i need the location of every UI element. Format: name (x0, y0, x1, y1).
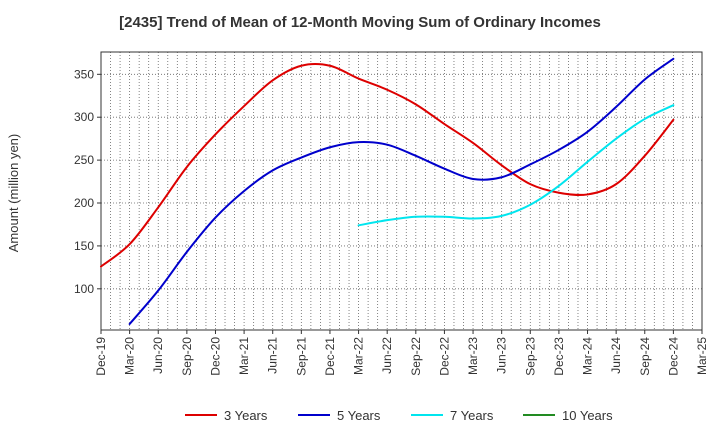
legend-label-3-years: 3 Years (224, 408, 268, 423)
legend-label-5-years: 5 Years (337, 408, 381, 423)
x-tick-label: Mar-25 (695, 337, 709, 375)
x-tick-label: Jun-20 (151, 337, 165, 374)
y-tick-label: 150 (74, 239, 94, 253)
x-tick-label: Dec-21 (323, 337, 337, 376)
x-tick-label: Dec-19 (94, 337, 108, 376)
y-tick-label: 300 (74, 110, 94, 124)
x-tick-label: Dec-24 (666, 337, 680, 376)
legend-label-10-years: 10 Years (562, 408, 613, 423)
series-line-3-years (100, 63, 675, 268)
chart-title: [2435] Trend of Mean of 12-Month Moving … (119, 14, 601, 31)
y-axis-label: Amount (million yen) (6, 134, 21, 253)
x-tick-label: Sep-20 (180, 337, 194, 376)
x-tick-label: Jun-21 (266, 337, 280, 374)
series-line-7-years (357, 104, 675, 227)
y-tick-label: 350 (74, 67, 94, 81)
series-line-5-years (128, 57, 675, 325)
x-tick-label: Sep-23 (523, 337, 537, 376)
x-tick-label: Jun-24 (609, 337, 623, 374)
x-tick-label: Mar-21 (237, 337, 251, 375)
y-tick-label: 100 (74, 282, 94, 296)
y-tick-label: 250 (74, 153, 94, 167)
x-tick-label: Dec-20 (208, 337, 222, 376)
x-tick-label: Dec-22 (437, 337, 451, 376)
plot-frame (100, 51, 703, 331)
x-tick-label: Sep-22 (409, 337, 423, 376)
plot-area (101, 52, 702, 330)
x-tick-label: Jun-22 (380, 337, 394, 374)
x-tick-label: Sep-24 (638, 337, 652, 376)
x-tick-label: Sep-21 (294, 337, 308, 376)
x-tick-label: Mar-20 (123, 337, 137, 375)
x-tick-label: Mar-24 (581, 337, 595, 375)
x-tick-label: Mar-22 (352, 337, 366, 375)
x-tick-label: Mar-23 (466, 337, 480, 375)
y-tick-label: 200 (74, 196, 94, 210)
x-tick-label: Jun-23 (495, 337, 509, 374)
x-tick-label: Dec-23 (552, 337, 566, 376)
legend-label-7-years: 7 Years (450, 408, 494, 423)
